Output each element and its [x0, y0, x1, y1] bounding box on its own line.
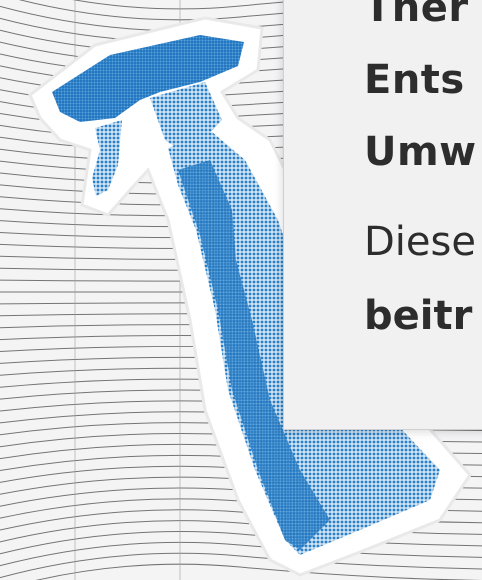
background-line	[72, 0, 317, 10]
card-body-text: Diese	[364, 219, 476, 265]
card-bold-text: beitr	[364, 293, 473, 339]
card-heading-line-2: Ents	[364, 57, 465, 103]
card-heading-line-1: Ther	[364, 0, 469, 31]
content-card: Ther Ents Umw Diese beitr	[283, 0, 482, 430]
card-heading-line-3: Umw	[364, 129, 477, 175]
